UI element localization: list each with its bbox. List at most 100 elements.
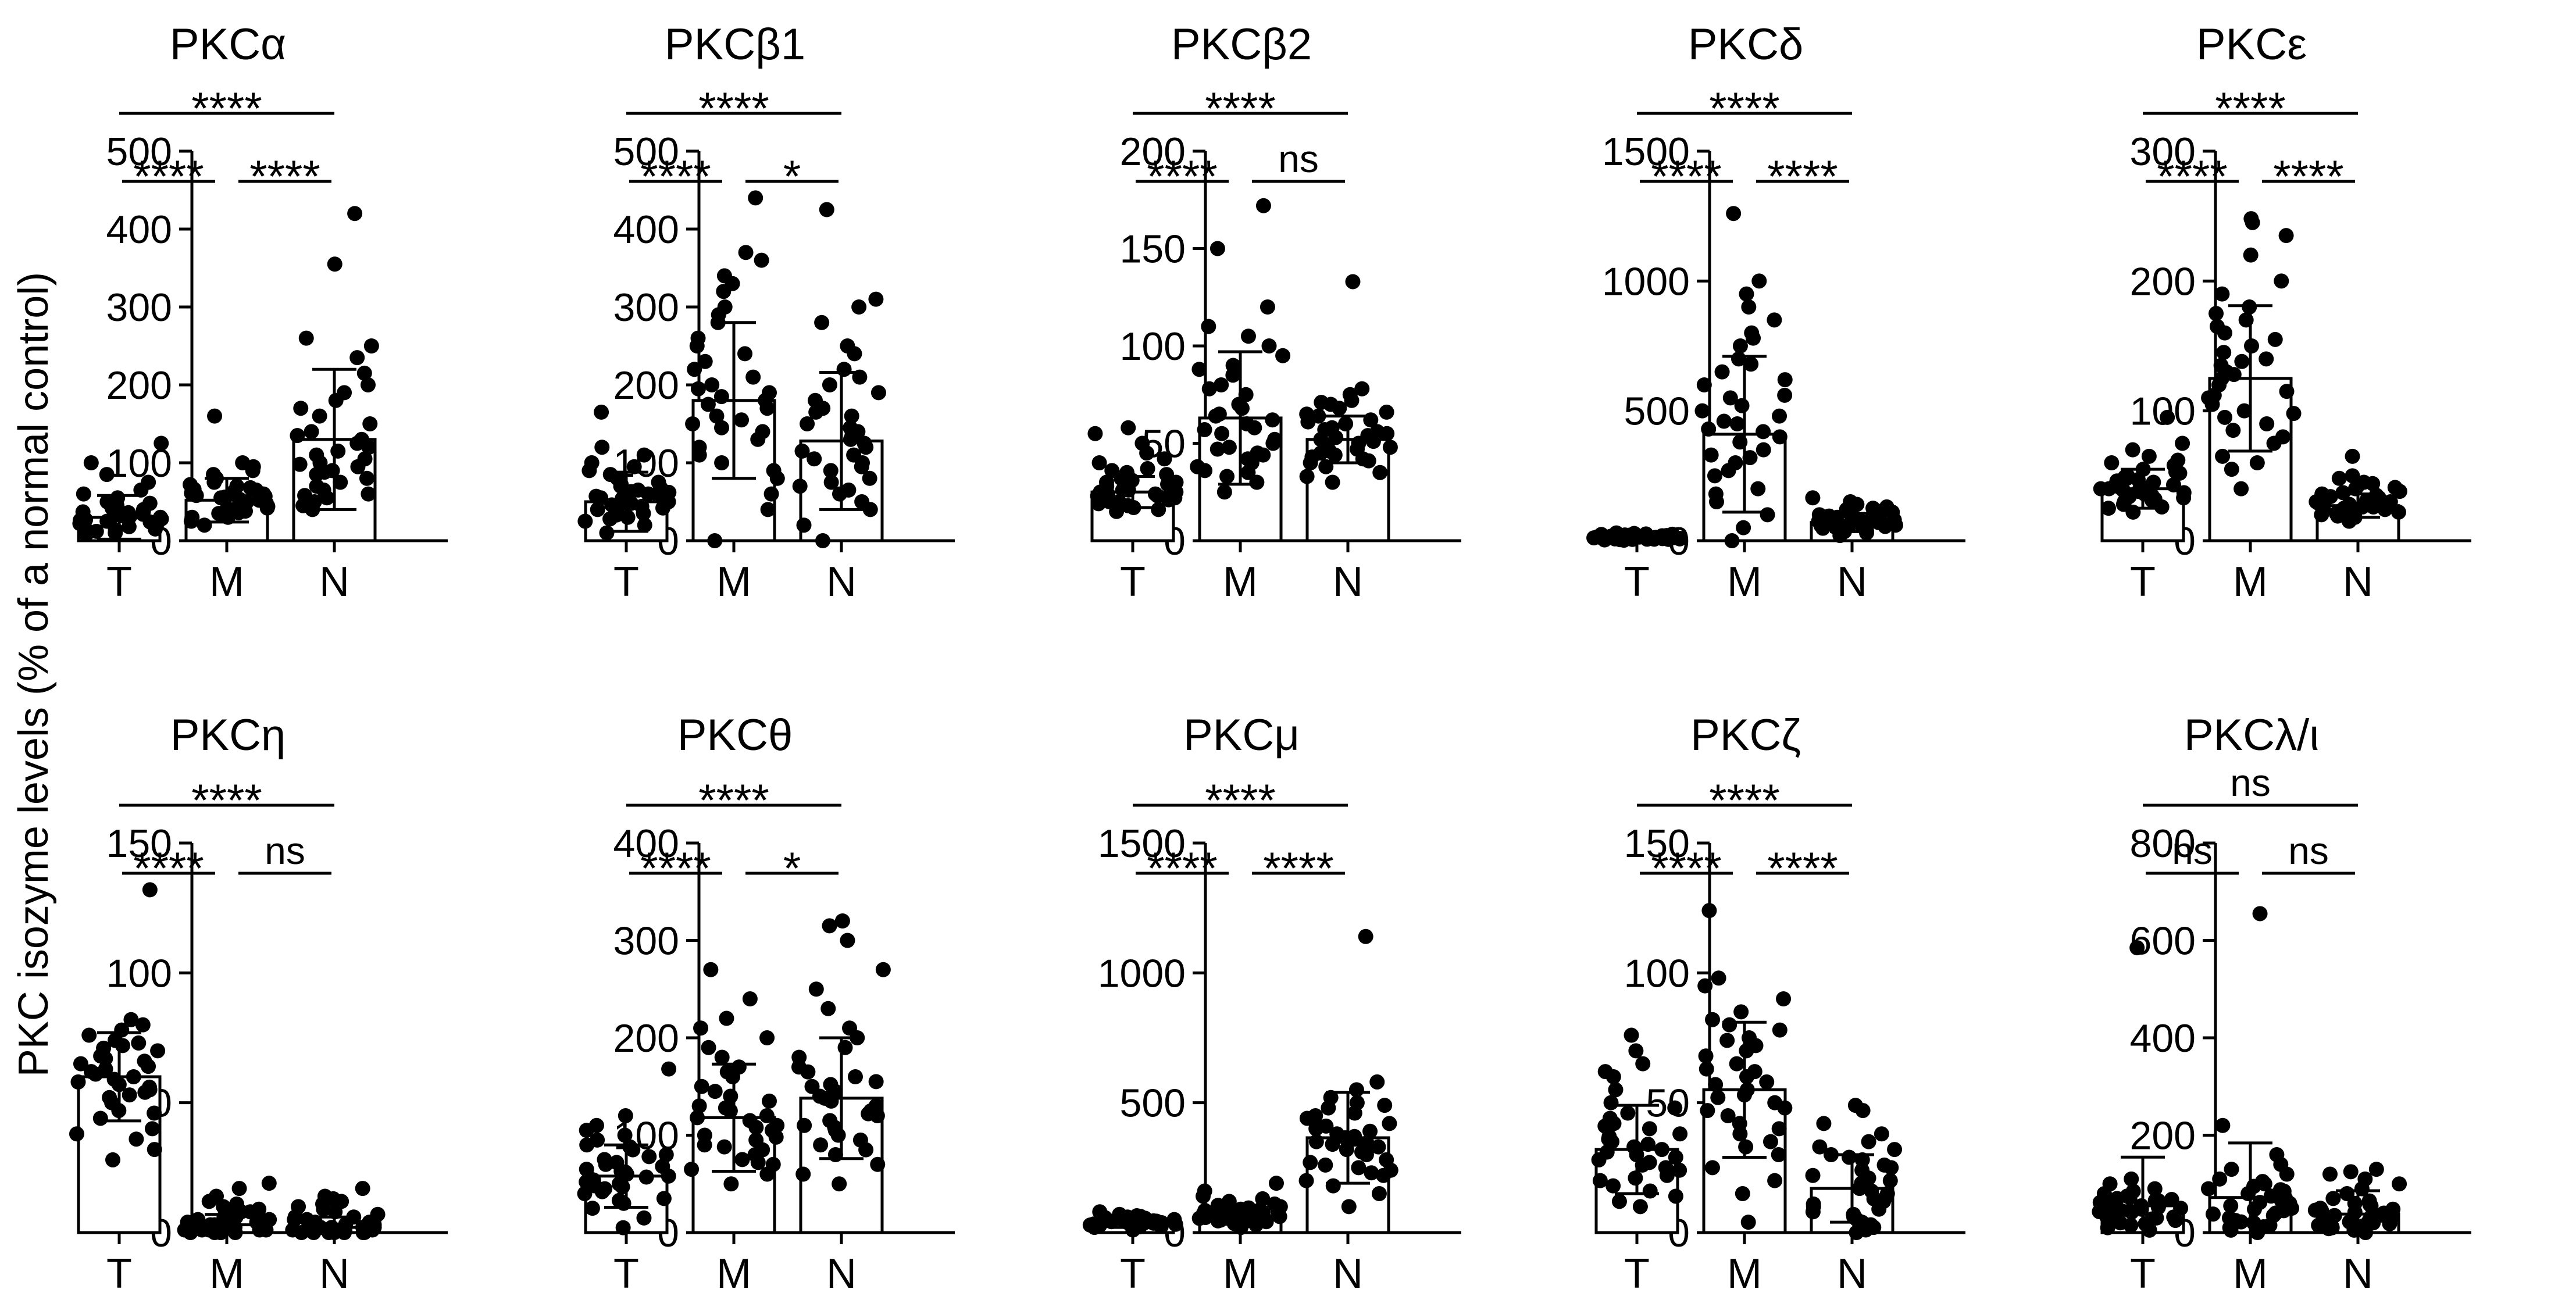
data-point bbox=[2252, 906, 2268, 922]
data-point bbox=[137, 1054, 152, 1069]
data-point bbox=[852, 369, 868, 385]
data-point bbox=[1608, 1082, 1624, 1098]
y-tick-label: 400 bbox=[613, 208, 679, 252]
data-point bbox=[622, 1139, 638, 1155]
significance-label: **** bbox=[640, 842, 711, 894]
data-point bbox=[2335, 485, 2351, 501]
data-point bbox=[2176, 485, 2192, 501]
data-point bbox=[2100, 1220, 2115, 1235]
data-point bbox=[1861, 1170, 1876, 1186]
significance-label: **** bbox=[191, 774, 262, 826]
data-point bbox=[651, 474, 666, 490]
data-point bbox=[836, 362, 852, 377]
y-tick-label: 1000 bbox=[1098, 951, 1186, 995]
data-point bbox=[1372, 465, 1388, 480]
data-point bbox=[2206, 387, 2222, 403]
data-point bbox=[1741, 299, 1757, 315]
data-point bbox=[1740, 1215, 1756, 1230]
data-point bbox=[1708, 486, 1724, 502]
data-point bbox=[98, 1061, 113, 1077]
data-point bbox=[1707, 468, 1722, 484]
data-point bbox=[1710, 1090, 1726, 1105]
data-point bbox=[742, 991, 758, 1006]
significance-label: ns bbox=[2288, 829, 2329, 872]
data-point bbox=[2221, 1210, 2237, 1226]
data-point bbox=[723, 1176, 739, 1192]
data-point bbox=[1611, 1194, 1627, 1209]
panel-title: PKCμ bbox=[1183, 710, 1300, 760]
data-point bbox=[142, 1082, 158, 1098]
data-point bbox=[83, 1064, 99, 1080]
data-point bbox=[183, 477, 198, 492]
x-tick-label-m: M bbox=[2233, 559, 2268, 605]
data-point bbox=[1672, 1126, 1688, 1142]
data-point bbox=[2147, 1181, 2163, 1197]
data-point bbox=[1776, 991, 1792, 1006]
data-point bbox=[1219, 469, 1235, 484]
data-point bbox=[716, 1139, 732, 1155]
significance-label: **** bbox=[1147, 842, 1217, 894]
data-point bbox=[1750, 481, 1766, 497]
data-point bbox=[2392, 1176, 2407, 1192]
data-point bbox=[703, 962, 719, 977]
data-point bbox=[655, 1159, 670, 1174]
data-point bbox=[1325, 1178, 1341, 1194]
data-point bbox=[1621, 527, 1637, 543]
data-point bbox=[1593, 530, 1608, 545]
data-point bbox=[2365, 476, 2381, 491]
data-point bbox=[2318, 1212, 2334, 1228]
data-point bbox=[1318, 459, 1334, 474]
data-point bbox=[2243, 211, 2259, 227]
data-point bbox=[292, 456, 308, 472]
data-point bbox=[1767, 1173, 1783, 1188]
data-point bbox=[1341, 1199, 1357, 1215]
data-point bbox=[2278, 228, 2294, 244]
data-point bbox=[299, 1212, 315, 1227]
data-point bbox=[2147, 1192, 2163, 1208]
data-point bbox=[763, 486, 779, 502]
data-point bbox=[1091, 455, 1107, 470]
y-tick-label: 100 bbox=[1624, 951, 1690, 995]
data-point bbox=[1733, 1004, 1749, 1020]
x-tick-label-t: T bbox=[1120, 1251, 1146, 1297]
significance-label: **** bbox=[1651, 151, 1721, 202]
data-point bbox=[1261, 338, 1277, 353]
y-tick-label: 400 bbox=[106, 208, 172, 252]
data-point bbox=[611, 1192, 627, 1208]
data-point bbox=[2387, 480, 2403, 495]
data-point bbox=[1699, 1061, 1714, 1077]
data-point bbox=[326, 1191, 341, 1206]
data-point bbox=[862, 470, 877, 486]
data-point bbox=[1724, 533, 1740, 548]
data-point bbox=[1258, 1214, 1274, 1230]
data-point bbox=[1756, 442, 1771, 458]
data-point bbox=[792, 478, 808, 494]
data-point bbox=[2100, 501, 2116, 516]
panel-title: PKCη bbox=[170, 710, 286, 760]
data-point bbox=[141, 474, 156, 490]
data-point bbox=[875, 962, 891, 977]
panel-pkc: PKCδ050010001500TMN************ bbox=[1586, 20, 1965, 605]
data-point bbox=[1701, 903, 1717, 919]
data-point bbox=[840, 933, 855, 948]
data-point bbox=[1082, 1217, 1098, 1233]
data-point bbox=[309, 478, 324, 494]
data-point bbox=[1147, 486, 1163, 502]
data-point bbox=[827, 1120, 843, 1135]
data-point bbox=[719, 1064, 735, 1080]
data-point bbox=[636, 447, 652, 463]
data-point bbox=[1806, 1196, 1821, 1212]
significance-label: **** bbox=[2157, 151, 2227, 202]
data-point bbox=[1751, 273, 1767, 289]
data-point bbox=[617, 1127, 633, 1143]
y-tick-label: 600 bbox=[2130, 919, 2196, 963]
data-point bbox=[868, 1074, 884, 1090]
data-point bbox=[765, 1156, 781, 1172]
data-point bbox=[1314, 395, 1329, 410]
data-point bbox=[2252, 1195, 2268, 1210]
data-point bbox=[2101, 481, 2117, 497]
data-point bbox=[1642, 1121, 1657, 1137]
data-point bbox=[714, 455, 730, 470]
data-point bbox=[1268, 1176, 1284, 1191]
x-tick-label-m: M bbox=[209, 559, 244, 605]
